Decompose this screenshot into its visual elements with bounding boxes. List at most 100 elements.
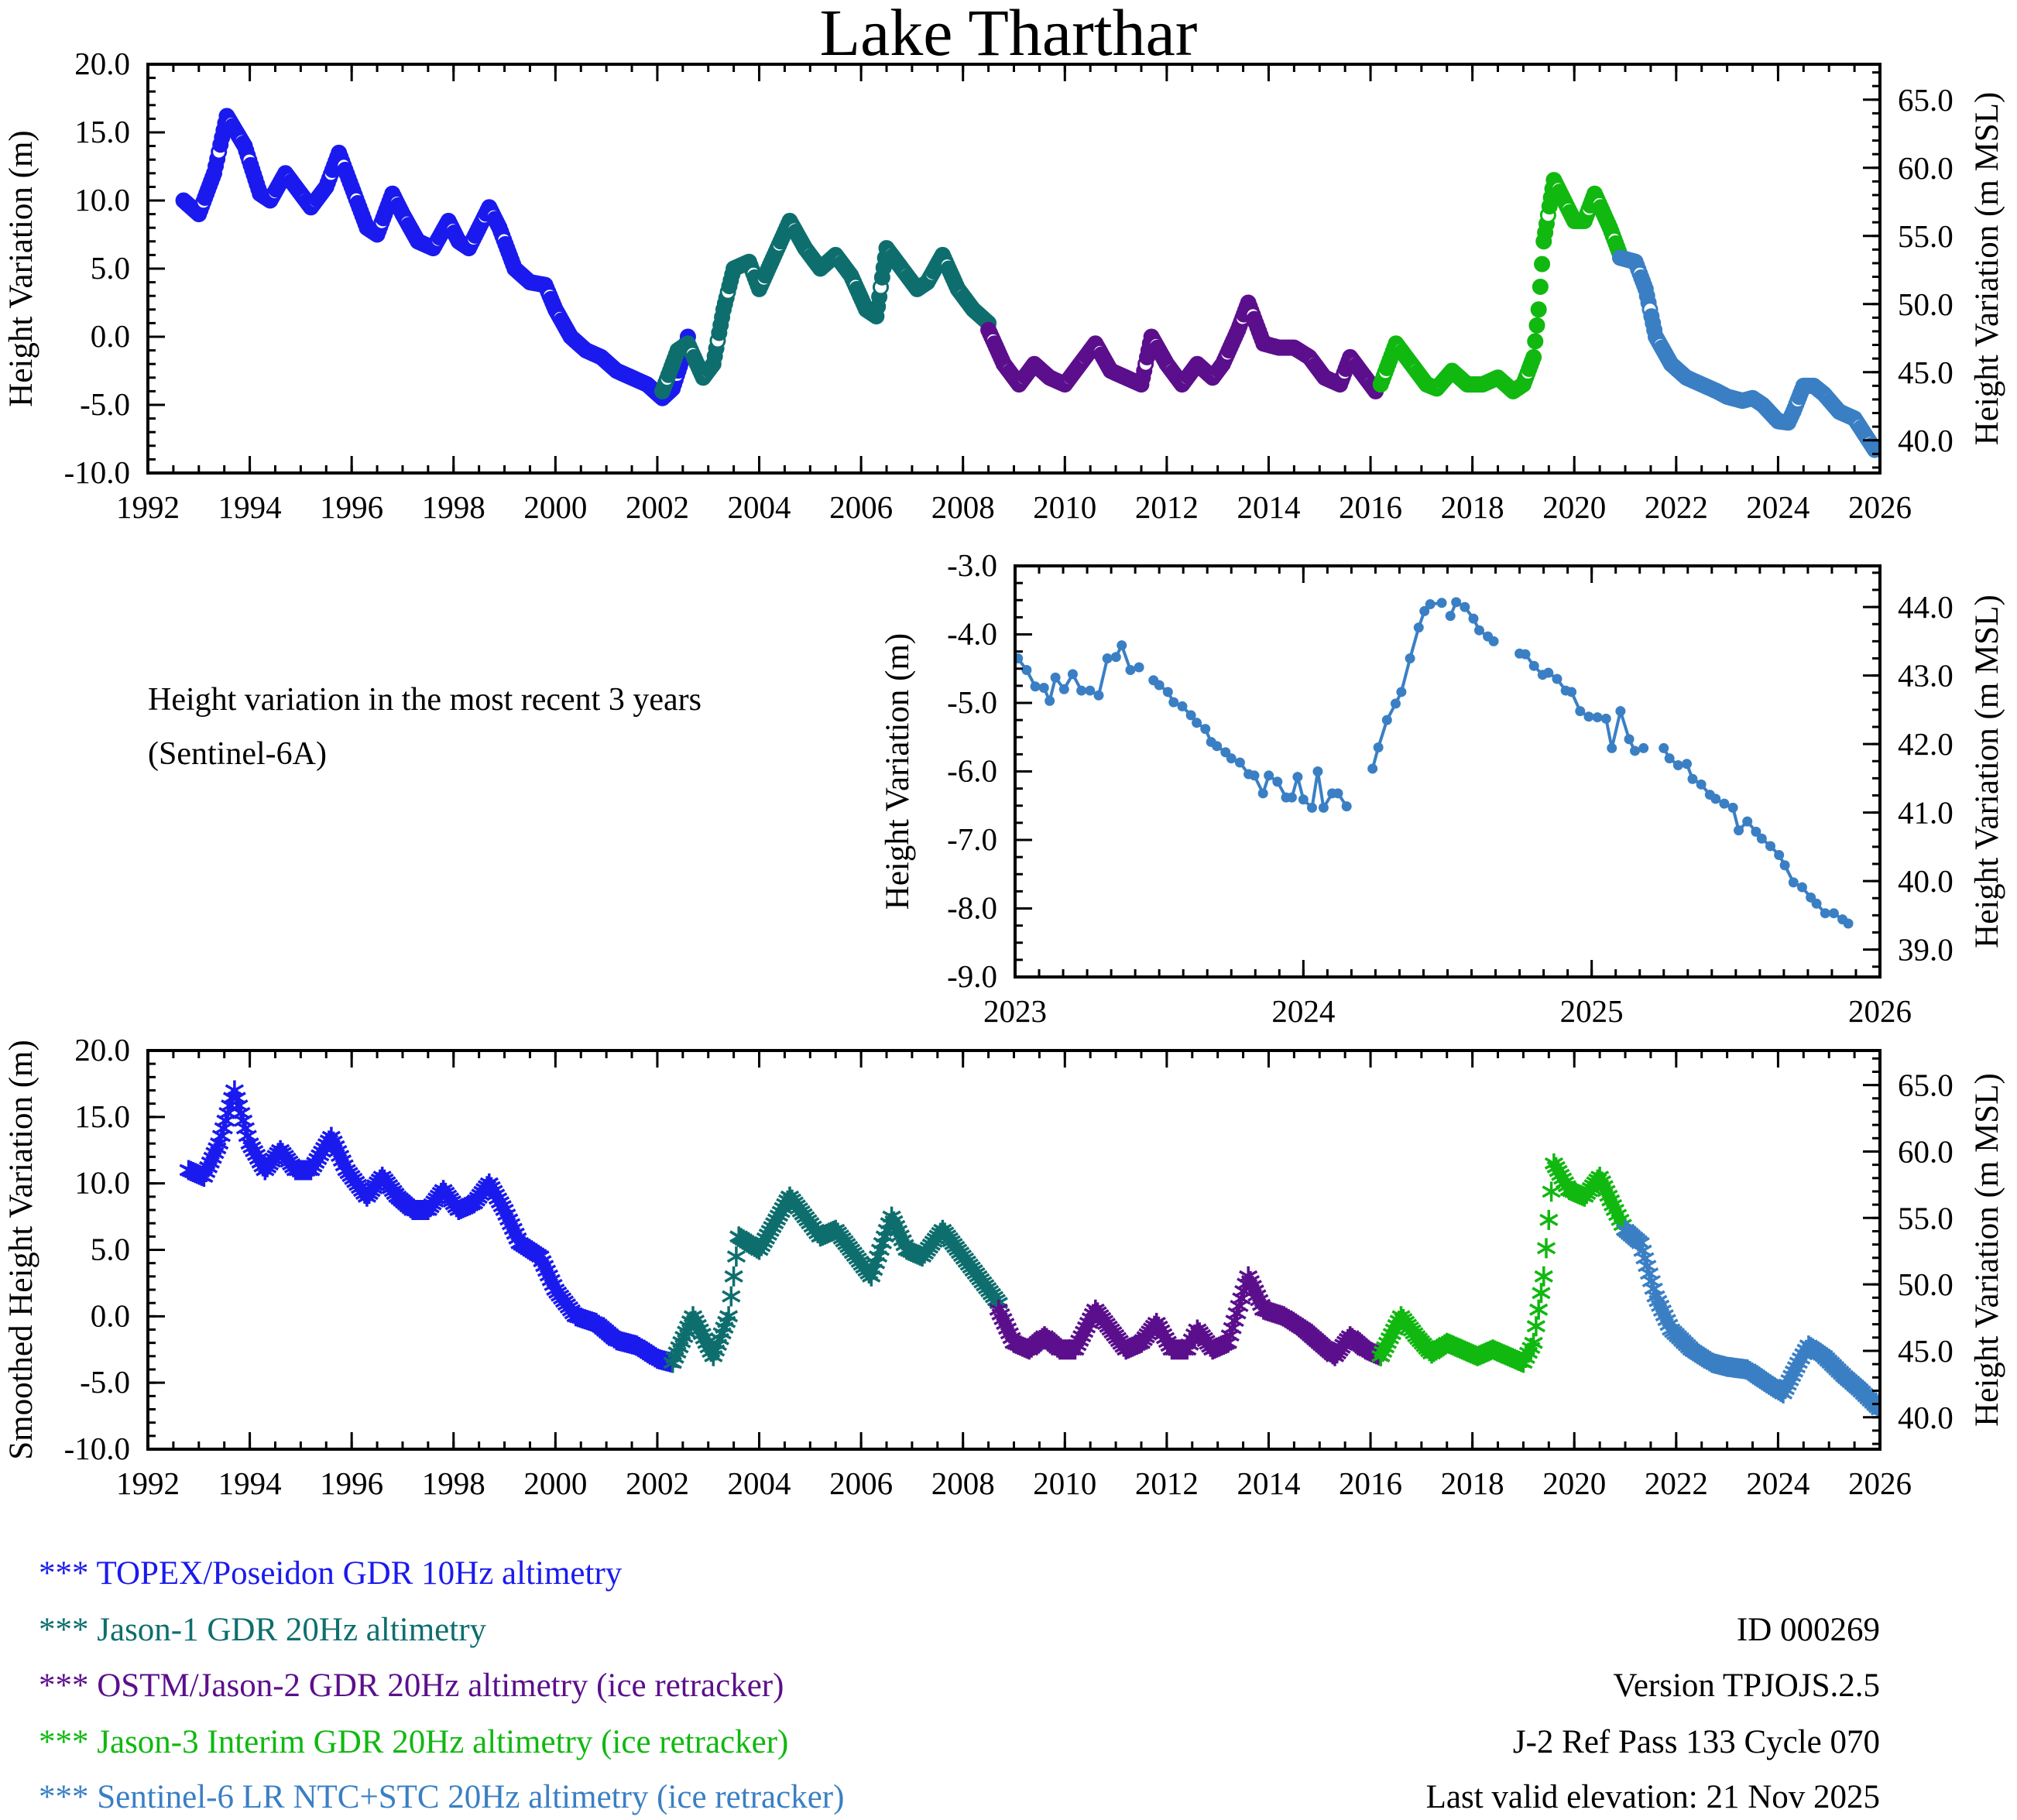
y-tick-label: 15.0 <box>74 1099 130 1134</box>
data-point <box>1038 683 1049 694</box>
y-tick-label: -8.0 <box>947 890 997 926</box>
data-point <box>1067 669 1078 680</box>
y-right-tick-label: 45.0 <box>1898 1333 1954 1369</box>
x-tick-label: 2024 <box>1271 993 1335 1029</box>
data-point <box>1257 788 1268 799</box>
data-point <box>1583 711 1594 722</box>
data-point <box>1085 685 1096 696</box>
data-point <box>1664 753 1675 764</box>
y-tick-label: 15.0 <box>74 114 130 149</box>
version: Version TPJOJS.2.5 <box>1613 1667 1880 1704</box>
x-tick-label: 2025 <box>1560 993 1624 1029</box>
y-tick-label: 10.0 <box>74 182 130 218</box>
x-tick-label: 2018 <box>1441 1465 1504 1501</box>
data-point <box>1525 348 1542 365</box>
y-tick-label: 5.0 <box>91 1232 130 1267</box>
x-tick-label: 2012 <box>1135 1465 1199 1501</box>
y-tick-label: -5.0 <box>80 386 130 422</box>
data-point <box>1413 622 1424 633</box>
data-point <box>1264 770 1274 781</box>
y-tick-label: -5.0 <box>80 1364 130 1400</box>
x-tick-label: 2026 <box>1848 489 1912 525</box>
y-right-axis-label: Height Variation (m MSL) <box>1969 92 2005 446</box>
chart-title: Lake Tharthar <box>819 0 1198 70</box>
y-right-tick-label: 50.0 <box>1898 1266 1954 1302</box>
y-right-tick-label: 60.0 <box>1898 150 1954 186</box>
y-tick-label: -7.0 <box>947 821 997 857</box>
data-point <box>1542 1181 1561 1202</box>
y-right-tick-label: 40.0 <box>1898 1400 1954 1435</box>
data-point <box>1226 753 1237 764</box>
x-tick-label: 2004 <box>728 1465 791 1501</box>
series-5 <box>1615 1219 1880 1420</box>
data-point <box>1727 802 1738 813</box>
data-point <box>1811 898 1822 909</box>
data-point <box>1765 841 1776 852</box>
data-point <box>1192 718 1202 728</box>
y-right-tick-label: 45.0 <box>1898 355 1954 390</box>
data-point <box>1396 687 1407 697</box>
y-right-tick-label: 55.0 <box>1898 218 1954 254</box>
y-right-tick-label: 40.0 <box>1898 863 1954 899</box>
series-3 <box>989 1266 1391 1366</box>
legend-jason3: *** Jason-3 Interim GDR 20Hz altimetry (… <box>39 1724 789 1760</box>
x-tick-label: 2010 <box>1033 1465 1096 1501</box>
y-right-tick-label: 65.0 <box>1898 1068 1954 1103</box>
data-point <box>1419 605 1430 616</box>
data-point <box>1534 1266 1553 1287</box>
series-4 <box>1372 172 1628 399</box>
data-point <box>1528 660 1539 671</box>
x-tick-label: 2026 <box>1848 993 1912 1029</box>
x-tick-label: 2000 <box>523 1465 587 1501</box>
data-point <box>1843 918 1854 929</box>
data-point <box>1134 662 1144 673</box>
data-point <box>1307 802 1318 813</box>
data-point <box>1638 742 1649 753</box>
data-point <box>1779 860 1790 871</box>
x-tick-label: 1998 <box>422 1465 485 1501</box>
x-tick-label: 2022 <box>1645 489 1708 525</box>
plot-frame <box>146 63 1882 475</box>
series-5 <box>1611 249 1880 458</box>
data-point <box>722 1286 741 1307</box>
data-point <box>1405 653 1415 663</box>
y-right-tick-label: 55.0 <box>1898 1200 1954 1236</box>
y-tick-label: -9.0 <box>947 958 997 994</box>
x-tick-label: 2016 <box>1339 1465 1402 1501</box>
x-tick-label: 1994 <box>218 489 282 525</box>
data-point <box>1539 1209 1559 1230</box>
series-1 <box>1015 597 1854 929</box>
legend-ostm-jason2: *** OSTM/Jason-2 GDR 20Hz altimetry (ice… <box>39 1667 784 1704</box>
x-tick-label: 2024 <box>1746 1465 1809 1501</box>
x-tick-label: 2014 <box>1237 1465 1300 1501</box>
data-point <box>1532 278 1549 295</box>
plot-area <box>179 1080 1880 1420</box>
chart-3: 1992 1994 1996 1998 2000 2002 2004 2006 2008 2010… <box>3 1032 2005 1501</box>
y-right-tick-label: 39.0 <box>1898 932 1954 968</box>
data-point <box>1015 653 1024 663</box>
data-point <box>1592 712 1603 723</box>
x-tick-label: 2026 <box>1848 1465 1912 1501</box>
series-line <box>1152 679 1348 813</box>
data-point <box>1682 759 1693 769</box>
y-axis-label: Height Variation (m) <box>880 633 916 910</box>
recent-note-line2: (Sentinel-6A) <box>148 736 327 772</box>
data-point <box>1249 770 1260 781</box>
recent-note-line1: Height variation in the most recent 3 ye… <box>148 682 701 718</box>
y-tick-label: 10.0 <box>74 1165 130 1201</box>
x-tick-label: 2006 <box>829 489 893 525</box>
x-tick-label: 1996 <box>320 489 383 525</box>
station-id: ID 000269 <box>1736 1612 1880 1648</box>
data-point <box>1575 706 1586 717</box>
y-right-tick-label: 60.0 <box>1898 1133 1954 1169</box>
y-axis-label: Height Variation (m) <box>3 130 39 406</box>
data-point <box>1333 788 1343 799</box>
data-point <box>1710 793 1721 804</box>
x-tick-label: 1992 <box>116 489 180 525</box>
data-point <box>1117 640 1127 651</box>
data-point <box>1125 665 1136 676</box>
x-tick-label: 2002 <box>626 1465 689 1501</box>
series-2 <box>663 1186 1008 1373</box>
data-point <box>1526 1316 1545 1337</box>
series-3 <box>980 294 1384 399</box>
